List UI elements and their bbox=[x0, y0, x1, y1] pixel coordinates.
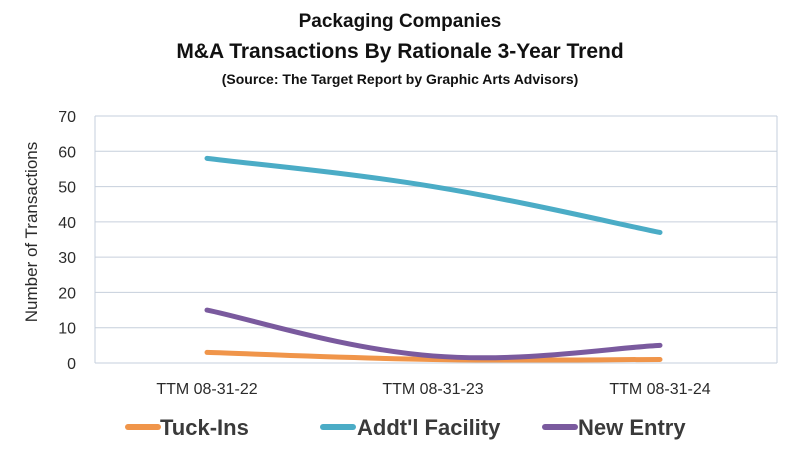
y-tick-label: 60 bbox=[58, 144, 76, 161]
legend-label: New Entry bbox=[578, 415, 686, 440]
y-tick-label: 50 bbox=[58, 180, 76, 197]
legend: Tuck-Ins Addt'l Facility New Entry bbox=[125, 415, 686, 440]
y-tick-label: 10 bbox=[58, 321, 76, 338]
y-axis-ticks: 0 10 20 30 40 50 60 70 bbox=[58, 109, 76, 373]
y-tick-label: 20 bbox=[58, 285, 76, 302]
series-line-1 bbox=[204, 155, 663, 235]
x-tick-label: TTM 08-31-24 bbox=[609, 381, 710, 398]
legend-label: Tuck-Ins bbox=[160, 415, 249, 440]
series-line-0 bbox=[204, 349, 663, 363]
series-lines bbox=[204, 155, 663, 363]
chart-title: Packaging Companies bbox=[299, 11, 502, 32]
y-tick-label: 30 bbox=[58, 250, 76, 267]
y-tick-label: 0 bbox=[67, 356, 76, 373]
chart-subtitle: M&A Transactions By Rationale 3-Year Tre… bbox=[176, 40, 623, 63]
x-tick-label: TTM 08-31-22 bbox=[156, 381, 257, 398]
x-tick-label: TTM 08-31-23 bbox=[382, 381, 483, 398]
x-axis-ticks: TTM 08-31-22 TTM 08-31-23 TTM 08-31-24 bbox=[156, 381, 710, 398]
chart-source: (Source: The Target Report by Graphic Ar… bbox=[222, 71, 579, 87]
legend-label: Addt'l Facility bbox=[357, 415, 501, 440]
gridlines bbox=[94, 115, 778, 364]
y-tick-label: 40 bbox=[58, 215, 76, 232]
series-line-2 bbox=[204, 307, 663, 361]
y-axis-title: Number of Transactions bbox=[22, 142, 41, 322]
y-tick-label: 70 bbox=[58, 109, 76, 126]
